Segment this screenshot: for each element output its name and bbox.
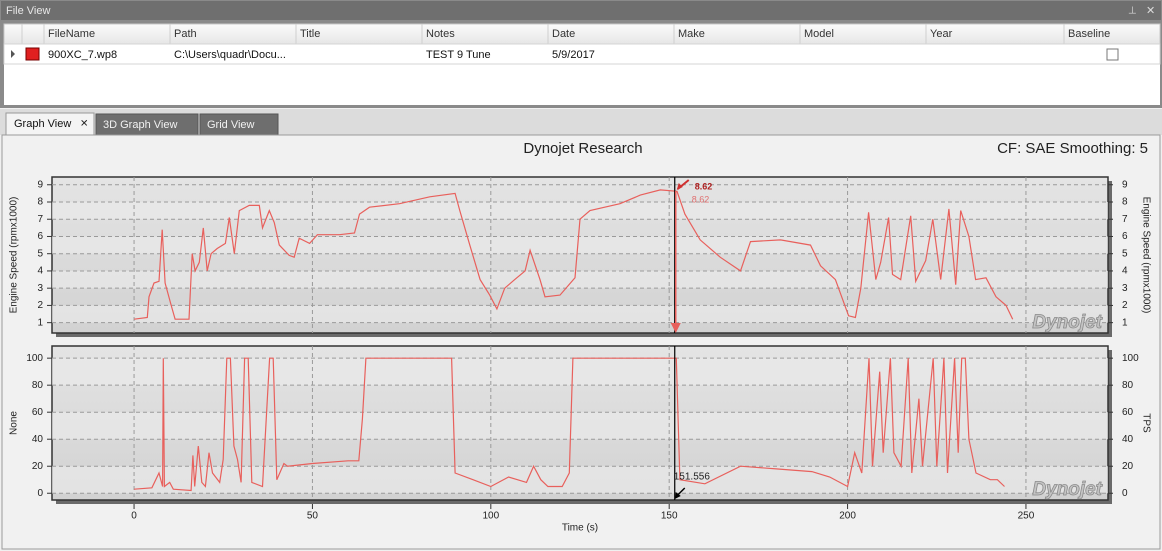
cell-notes: TEST 9 Tune [426, 49, 491, 61]
tab-label: 3D Graph View [103, 119, 177, 131]
column-header: FileName [48, 28, 95, 40]
y2-axis-label: Engine Speed (rpmx1000) [1140, 197, 1151, 314]
column-header: Model [804, 28, 834, 40]
cell-date: 5/9/2017 [552, 49, 595, 61]
y2-tick-label: 6 [1122, 231, 1128, 242]
cell-filename: 900XC_7.wp8 [48, 49, 117, 61]
grid-band [52, 466, 1108, 494]
y2-tick-label: 2 [1122, 300, 1128, 311]
x-tick-label: 250 [1018, 511, 1035, 522]
x-tick-label: 150 [661, 511, 678, 522]
y2-tick-label: 1 [1122, 317, 1128, 328]
cell-path: C:\Users\quadr\Docu... [174, 49, 286, 61]
column-headers: FileName Path Title Notes Date Make Model Year B… [21, 24, 1110, 64]
y2-tick-label: 60 [1122, 407, 1134, 418]
y-tick-label: 5 [37, 248, 43, 259]
x-tick-label: 0 [131, 511, 137, 522]
column-header: Notes [426, 28, 455, 40]
cursor-value: 8.62 [695, 181, 713, 191]
y2-tick-label: 5 [1122, 248, 1128, 259]
y2-tick-label: 80 [1122, 380, 1134, 391]
column-header: Baseline [1068, 28, 1110, 40]
y-tick-label: 60 [32, 407, 44, 418]
y-tick-label: 1 [37, 317, 43, 328]
y-tick-label: 9 [37, 179, 43, 190]
graph-info: CF: SAE Smoothing: 5 [997, 140, 1148, 157]
cursor-pointer-head [676, 183, 683, 190]
y-tick-label: 0 [37, 488, 43, 499]
file-color-swatch[interactable] [25, 47, 40, 61]
column-header: Make [678, 28, 705, 40]
y2-tick-label: 0 [1122, 488, 1128, 499]
pin-button[interactable]: ⊥ [1128, 6, 1137, 17]
grid-band [52, 305, 1108, 323]
grid-band [52, 270, 1108, 289]
close-button[interactable]: ✕ [1146, 5, 1155, 17]
y-tick-label: 7 [37, 214, 43, 225]
column-header: Year [930, 28, 953, 40]
cursor-arrowhead [670, 323, 681, 333]
y2-tick-label: 4 [1122, 266, 1128, 277]
tab-close[interactable]: ✕ [80, 119, 88, 130]
x-axis-label: Time (s) [562, 523, 598, 534]
y-tick-label: 3 [37, 283, 43, 294]
cursor-pointer-head [674, 492, 681, 499]
y2-tick-label: 9 [1122, 179, 1128, 190]
x-tick-label: 100 [482, 511, 499, 522]
x-tick-label: 50 [307, 511, 319, 522]
x-tick-label: 200 [839, 511, 856, 522]
column-header: Date [552, 28, 575, 40]
y2-tick-label: 8 [1122, 197, 1128, 208]
y2-axis-label: TPS [1140, 413, 1151, 433]
y-axis-label: Engine Speed (rpmx1000) [9, 197, 20, 314]
tab-label: Grid View [207, 119, 255, 131]
grid-band [52, 358, 1108, 386]
y-tick-label: 100 [26, 353, 43, 364]
cursor-value: 8.62 [692, 194, 710, 204]
y-tick-label: 40 [32, 434, 44, 445]
grid-band [52, 236, 1108, 254]
y2-tick-label: 7 [1122, 214, 1128, 225]
y2-tick-label: 20 [1122, 461, 1134, 472]
column-header: Title [300, 28, 320, 40]
tab-label: Graph View [14, 118, 71, 130]
grid-band [52, 201, 1108, 220]
y-tick-label: 20 [32, 461, 44, 472]
cursor-x-value: 151.556 [674, 472, 711, 483]
y-tick-label: 4 [37, 266, 43, 277]
baseline-checkbox[interactable] [1106, 48, 1119, 61]
grid-band [52, 412, 1108, 440]
panel-title: File View [6, 5, 50, 17]
watermark: Dynojet [1032, 479, 1102, 500]
column-header: Path [174, 28, 197, 40]
y2-tick-label: 3 [1122, 283, 1128, 294]
y-axis-label: None [9, 411, 20, 435]
row-indicator [11, 50, 15, 58]
data-line [134, 357, 1005, 492]
file-view-titlebar [1, 1, 1161, 20]
data-line [134, 189, 1014, 320]
grid-row[interactable] [3, 43, 1161, 65]
watermark: Dynojet [1032, 312, 1102, 333]
graph-title: Dynojet Research [523, 140, 642, 157]
y2-tick-label: 40 [1122, 434, 1134, 445]
y-tick-label: 8 [37, 197, 43, 208]
y-tick-label: 80 [32, 380, 44, 391]
y2-tick-label: 100 [1122, 353, 1139, 364]
y-tick-label: 6 [37, 231, 43, 242]
y-tick-label: 2 [37, 300, 43, 311]
